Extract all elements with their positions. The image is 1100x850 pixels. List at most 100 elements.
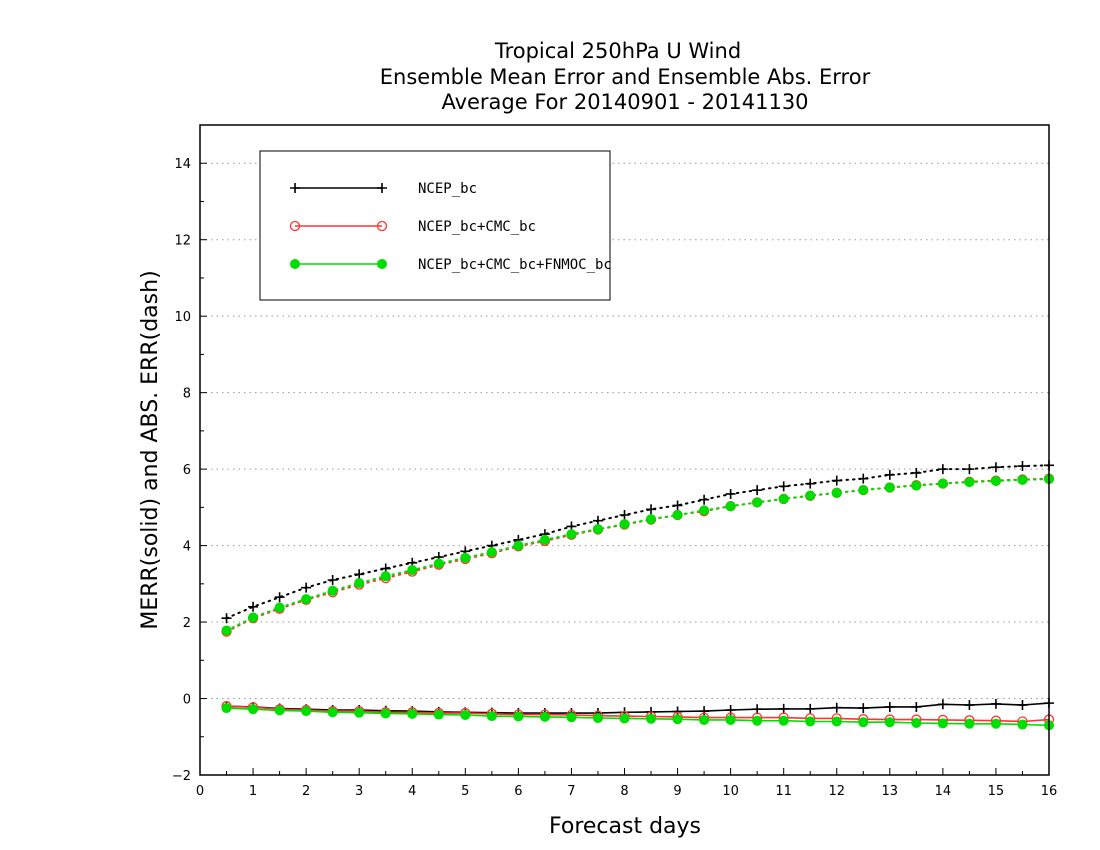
- mean-error-point: [380, 708, 391, 719]
- mean-error-point: [248, 704, 259, 715]
- abs-error-point: [592, 524, 603, 535]
- abs-error-point: [248, 612, 259, 623]
- mean-error-point: [433, 709, 444, 720]
- y-tick-label: 12: [174, 234, 191, 249]
- mean-error-point: [619, 713, 630, 724]
- abs-error-point: [672, 510, 683, 520]
- mean-error-point: [805, 716, 816, 727]
- y-tick-label: 0: [183, 693, 191, 708]
- legend-marker: [290, 259, 300, 269]
- abs-error-point: [619, 510, 630, 520]
- x-tick-label: 13: [882, 784, 899, 799]
- x-tick-label: 7: [567, 784, 575, 799]
- mean-error-point: [858, 717, 869, 728]
- abs-error-point: [725, 501, 736, 512]
- mean-error-point: [327, 707, 338, 718]
- x-tick-label: 16: [1041, 784, 1058, 799]
- x-tick-label: 1: [249, 784, 257, 799]
- abs-error-point: [831, 475, 842, 486]
- x-axis: 0 1 2 3 4 5 6 7 8 9 10 11 12 13 14 15 16: [196, 768, 1057, 799]
- abs-error-point: [1017, 461, 1028, 472]
- mean-error-point: [964, 700, 975, 711]
- legend-marker: [377, 259, 387, 269]
- abs-error-point: [566, 529, 577, 540]
- mean-error-point: [778, 715, 789, 726]
- abs-error-point: [858, 473, 869, 484]
- abs-error-point: [513, 540, 524, 551]
- mean-error-point: [221, 703, 232, 714]
- mean-error-point: [539, 711, 550, 722]
- abs-error-point: [937, 478, 948, 489]
- mean-error-point: [592, 713, 603, 724]
- x-tick-label: 12: [828, 784, 845, 799]
- x-tick-label: 10: [722, 784, 739, 799]
- abs-error-point: [858, 485, 869, 496]
- mean-error-point: [911, 718, 922, 728]
- legend-marker: [377, 183, 387, 193]
- x-tick-label: 6: [514, 784, 522, 799]
- mean-error-point: [672, 714, 683, 725]
- series-2: [221, 473, 1055, 727]
- y-tick-label: −2: [172, 769, 191, 784]
- abs-error-point: [460, 552, 471, 563]
- mean-error-point: [1017, 700, 1028, 711]
- mean-error-point: [699, 714, 710, 725]
- abs-error-point: [327, 585, 338, 596]
- abs-error-point: [672, 500, 683, 511]
- mean-error-point: [752, 715, 763, 726]
- mean-error-point: [513, 711, 524, 722]
- mean-error-point: [937, 718, 948, 729]
- abs-error-point: [964, 464, 975, 475]
- abs-error-point: [964, 477, 975, 488]
- mean-error-point: [274, 705, 285, 716]
- abs-error-point: [407, 565, 418, 576]
- abs-error-point: [699, 494, 710, 505]
- abs-error-point: [884, 469, 895, 480]
- abs-error-point: [937, 464, 948, 475]
- abs-error-line: [225, 478, 1050, 632]
- legend-item-1: NCEP_bc: [290, 181, 477, 197]
- abs-error-point: [699, 505, 710, 516]
- mean-error-point: [460, 709, 471, 720]
- abs-error-point: [433, 558, 444, 569]
- x-tick-label: 8: [620, 784, 628, 799]
- abs-error-point: [646, 514, 657, 525]
- series-layer: [221, 460, 1055, 731]
- mean-error-point: [858, 703, 869, 714]
- title-line-3: Average For 20140901 - 20141130: [441, 90, 808, 114]
- abs-error-line: [225, 464, 1050, 620]
- mean-error-point: [354, 707, 365, 718]
- legend: NCEP_bc NCEP_bc+CMC_bc NCEP_bc+CMC_bc+FNMO…: [259, 150, 612, 301]
- abs-error-point: [990, 462, 1001, 473]
- mean-error-point: [486, 711, 497, 722]
- abs-error-point: [752, 485, 763, 496]
- abs-error-point: [1017, 474, 1028, 485]
- abs-error-point: [539, 534, 550, 545]
- legend-label: NCEP_bc: [418, 181, 477, 197]
- x-tick-label: 0: [196, 784, 204, 799]
- mean-error-point: [884, 701, 895, 712]
- y-axis-title: MERR(solid) and ABS. ERR(dash): [138, 270, 163, 629]
- abs-error-point: [380, 571, 391, 582]
- x-tick-label: 15: [988, 784, 1005, 799]
- abs-error-point: [990, 475, 1001, 486]
- mean-error-point: [646, 713, 657, 724]
- abs-error-point: [619, 519, 630, 530]
- abs-error-point: [327, 575, 338, 585]
- y-tick-label: 10: [174, 310, 191, 325]
- x-tick-label: 14: [935, 784, 952, 799]
- abs-error-point: [301, 582, 312, 593]
- abs-error-point: [221, 625, 232, 636]
- legend-marker: [376, 220, 388, 232]
- gridlines: [200, 162, 1049, 776]
- abs-error-point: [884, 482, 895, 493]
- y-tick-label: 6: [183, 463, 191, 478]
- y-tick-label: 8: [183, 387, 191, 402]
- mean-error-point: [831, 716, 842, 727]
- legend-marker: [290, 183, 300, 193]
- abs-error-point: [301, 594, 312, 605]
- abs-error-point: [778, 481, 789, 492]
- abs-error-point: [646, 504, 657, 515]
- abs-error-point: [221, 613, 232, 624]
